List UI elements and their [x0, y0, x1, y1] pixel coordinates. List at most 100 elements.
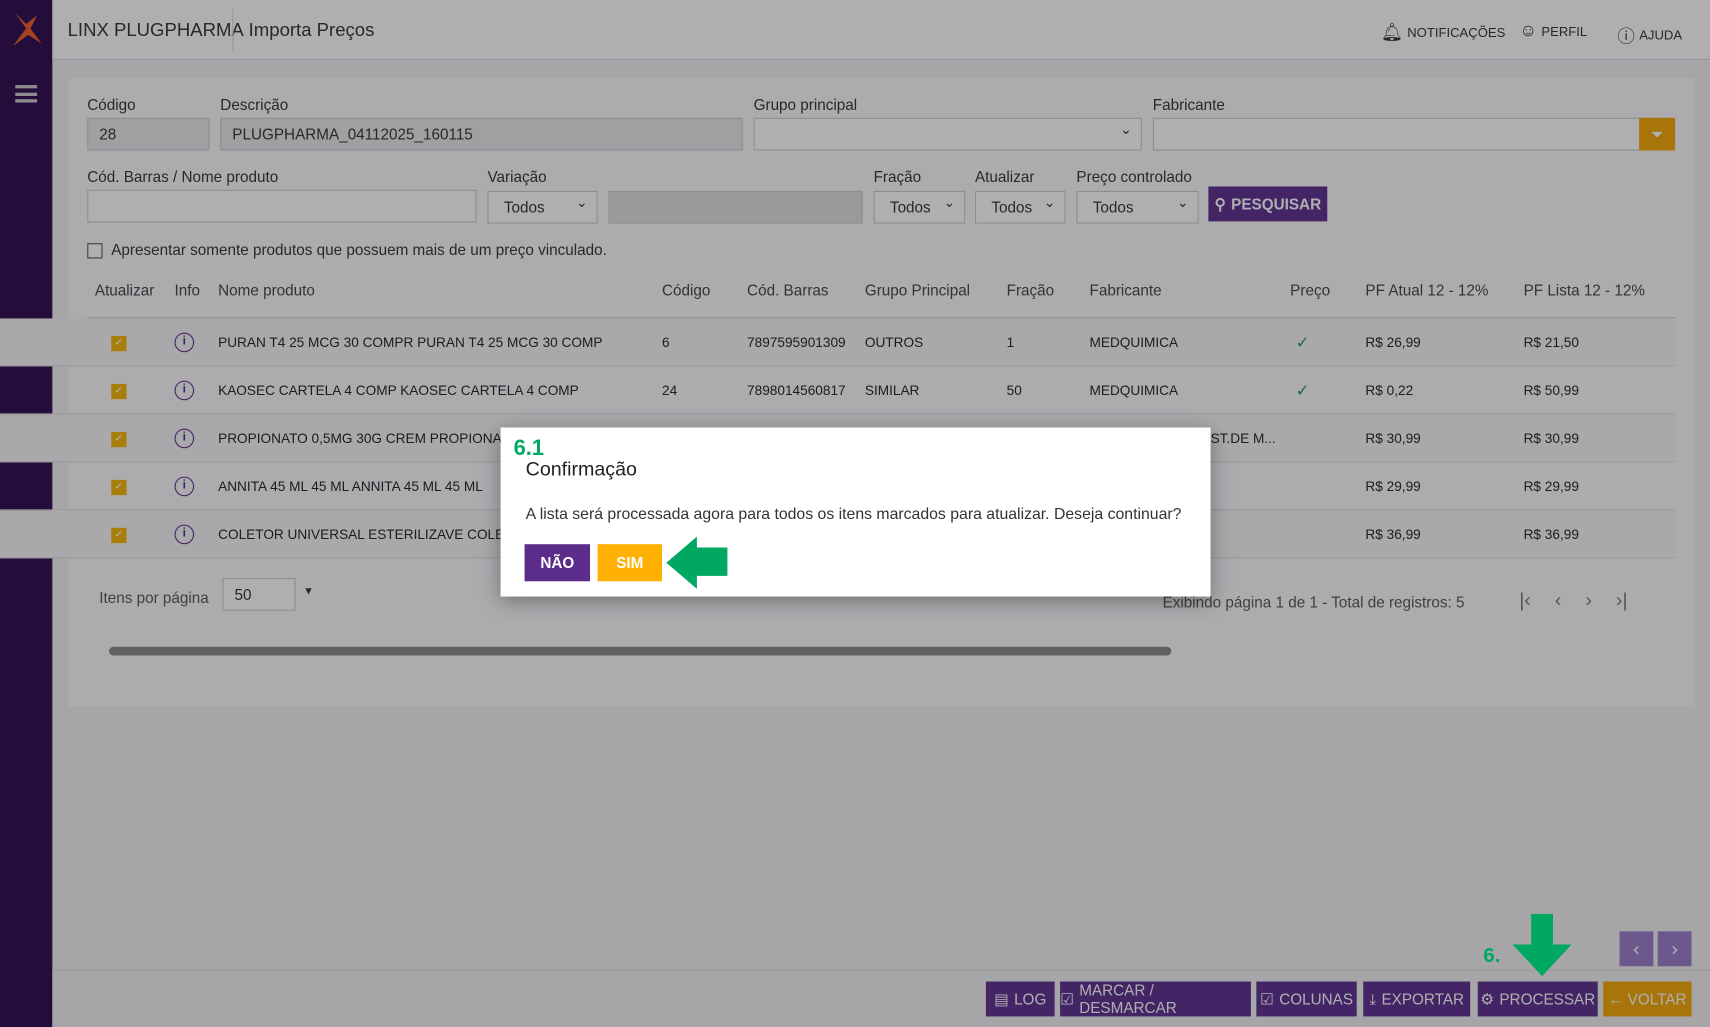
per-page-select[interactable]: 50: [222, 578, 296, 611]
descricao-field[interactable]: PLUGPHARMA_04112025_160115: [220, 117, 743, 151]
info-icon[interactable]: i: [174, 380, 195, 401]
filter-icon[interactable]: ⏷: [1639, 117, 1676, 151]
info-icon[interactable]: i: [174, 524, 195, 545]
notifications-link[interactable]: 🔔︎ NOTIFICAÇÕES: [1381, 22, 1506, 44]
col-fabricante[interactable]: Fabricante: [1089, 281, 1162, 299]
cell-codigo: 6: [661, 334, 670, 351]
check-icon: ✓: [1295, 333, 1310, 353]
col-nome[interactable]: Nome produto: [218, 281, 315, 299]
log-icon: ▤: [994, 989, 1009, 1008]
linx-logo-icon: [13, 13, 42, 46]
atualizar-label: Atualizar: [974, 167, 1035, 186]
last-page-icon[interactable]: ›|: [1615, 588, 1628, 611]
col-barras[interactable]: Cód. Barras: [747, 281, 829, 299]
multi-price-checkbox[interactable]: [87, 243, 103, 259]
yes-button[interactable]: SIM: [597, 544, 662, 582]
col-codigo[interactable]: Código: [661, 281, 711, 299]
update-checkbox[interactable]: ✓: [111, 383, 127, 400]
pagination-controls: |‹ ‹ › ›|: [1519, 589, 1627, 612]
col-pf-atual[interactable]: PF Atual 12 - 12%: [1365, 281, 1489, 299]
fabricante-field[interactable]: [1152, 117, 1641, 151]
cell-nome: COLETOR UNIVERSAL ESTERILIZAVE COLETO: [218, 526, 523, 543]
barras-label: Cód. Barras / Nome produto: [87, 167, 279, 186]
back-button[interactable]: ← VOLTAR: [1603, 981, 1692, 1017]
cell-codigo: 24: [661, 382, 678, 399]
fracao-select[interactable]: Todos: [873, 190, 966, 224]
table-row[interactable]: ✓ i KAOSEC CARTELA 4 COMP KAOSEC CARTELA 4…: [0, 366, 1676, 415]
dialog-title: Confirmação: [525, 458, 637, 480]
cell-barras: 7898014560817: [747, 382, 846, 399]
search-icon: ⚲: [1214, 194, 1226, 213]
mark-button[interactable]: ☑ MARCAR / DESMARCAR: [1060, 981, 1251, 1017]
gear-icon: ⚙: [1480, 989, 1494, 1008]
codigo-label: Código: [87, 95, 136, 114]
col-info[interactable]: Info: [174, 281, 200, 299]
cell-fabricante: MEDQUIMICA: [1089, 382, 1179, 399]
variacao-value-field[interactable]: [608, 190, 863, 224]
col-preco[interactable]: Preço: [1290, 281, 1331, 299]
profile-link[interactable]: ☺ PERFIL: [1519, 22, 1587, 42]
info-icon[interactable]: i: [174, 332, 195, 353]
columns-button[interactable]: ☑ COLUNAS: [1256, 981, 1357, 1017]
user-icon: ☺: [1519, 21, 1538, 41]
first-page-icon[interactable]: |‹: [1519, 588, 1531, 611]
top-bar: LINX PLUGPHARMA Importa Preços 🔔︎ NOTIFIC…: [52, 0, 1710, 60]
preco-label: Preço controlado: [1076, 167, 1192, 186]
brand: LINX PLUGPHARMA: [67, 19, 244, 41]
col-pf-lista[interactable]: PF Lista 12 - 12%: [1523, 281, 1645, 299]
dialog-step-annotation: 6.1: [513, 436, 545, 461]
search-button[interactable]: ⚲ PESQUISAR: [1208, 186, 1328, 222]
col-grupo[interactable]: Grupo Principal: [864, 281, 971, 299]
codigo-field[interactable]: 28: [87, 117, 210, 151]
log-label: LOG: [1014, 990, 1047, 1008]
update-checkbox[interactable]: ✓: [111, 527, 127, 544]
atualizar-select[interactable]: Todos: [974, 190, 1066, 224]
arrow-left-annotation-icon: [666, 536, 728, 589]
info-icon[interactable]: i: [174, 428, 195, 449]
arrow-down-annotation-icon: [1512, 913, 1572, 977]
per-page-label: Itens por página: [99, 588, 209, 607]
horizontal-scrollbar[interactable]: [109, 646, 1172, 656]
fabricante-label: Fabricante: [1152, 95, 1225, 114]
update-checkbox[interactable]: ✓: [111, 431, 127, 448]
export-label: EXPORTAR: [1381, 990, 1465, 1008]
prev-page-icon[interactable]: ‹: [1554, 588, 1562, 611]
cell-pf_lista: R$ 21,50: [1523, 334, 1579, 351]
variacao-label: Variação: [487, 167, 547, 186]
preco-select[interactable]: Todos: [1076, 190, 1199, 224]
next-icon[interactable]: ›: [1657, 931, 1692, 967]
help-link[interactable]: ⓘ AJUDA: [1617, 22, 1682, 48]
info-icon[interactable]: i: [174, 476, 195, 497]
help-label: AJUDA: [1639, 27, 1683, 43]
columns-label: COLUNAS: [1279, 990, 1354, 1008]
variacao-select[interactable]: Todos: [487, 190, 598, 224]
update-checkbox[interactable]: ✓: [111, 335, 127, 352]
col-fracao[interactable]: Fração: [1006, 281, 1055, 299]
col-atualizar[interactable]: Atualizar: [94, 281, 155, 299]
next-page-icon[interactable]: ›: [1585, 588, 1592, 611]
multi-price-label: Apresentar somente produtos que possuem …: [111, 241, 607, 259]
cell-fracao: 50: [1006, 382, 1022, 399]
grupo-select[interactable]: [753, 117, 1142, 151]
no-button[interactable]: NÃO: [524, 544, 591, 582]
divider: [232, 8, 234, 53]
prev-icon[interactable]: ‹: [1619, 931, 1654, 967]
cell-pf_lista: R$ 30,99: [1523, 430, 1579, 447]
update-checkbox[interactable]: ✓: [111, 479, 127, 496]
cell-fabricante: MEDQUIMICA: [1089, 334, 1179, 351]
cell-pf_atual: R$ 29,99: [1365, 478, 1421, 495]
table-row[interactable]: ✓ i PURAN T4 25 MCG 30 COMPR PURAN T4 25 M…: [0, 318, 1676, 367]
menu-icon[interactable]: [15, 85, 38, 103]
cell-nome: KAOSEC CARTELA 4 COMP KAOSEC CARTELA 4 C…: [218, 382, 579, 399]
export-button[interactable]: ⤓ EXPORTAR: [1363, 981, 1471, 1017]
barras-field[interactable]: [87, 189, 477, 223]
chevron-down-icon[interactable]: ▼: [303, 585, 314, 598]
search-label: PESQUISAR: [1231, 195, 1322, 213]
grupo-label: Grupo principal: [753, 95, 858, 114]
page-title: Importa Preços: [248, 19, 375, 41]
cell-pf_lista: R$ 50,99: [1523, 382, 1579, 399]
log-button[interactable]: ▤ LOG: [985, 981, 1055, 1017]
process-button[interactable]: ⚙ PROCESSAR: [1477, 981, 1598, 1017]
cell-fabricante: ST.DE M...: [1210, 430, 1276, 447]
mark-label: MARCAR / DESMARCAR: [1079, 981, 1177, 1017]
